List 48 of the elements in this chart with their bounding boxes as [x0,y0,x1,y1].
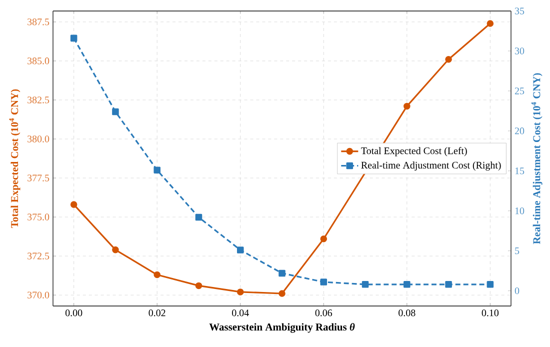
point [70,201,78,208]
x-tick-label: 0.02 [148,310,166,316]
y-tick-label: 385.0 [28,58,50,64]
x-tick-label: 0.08 [398,310,416,316]
y2-axis-title: Real-time Adjustment Cost (10$^{4}$ CNY) [531,73,542,244]
point [112,246,119,254]
y2-tick-label: 20 [514,128,524,134]
y2-tick-label: 30 [515,48,524,54]
point [154,166,160,174]
point [278,270,286,277]
point [236,246,244,254]
point [112,108,119,116]
point [486,281,494,288]
legend-label: Total Expected Cost (Left) [361,147,467,156]
x-tick-label: 0.10 [482,310,499,316]
point [445,281,452,288]
y-tick-label: 370.0 [28,292,50,298]
y2-tick-label: 10 [515,208,524,214]
point [70,34,78,42]
y2-tick-label: 35 [515,8,524,14]
point [278,290,286,297]
y-tick-label: 380.0 [28,136,50,142]
y2-tick-label: 15 [515,168,524,174]
y-axis-title: Total Expected Cost (10$^{4}$ CNY) [9,89,20,228]
point [362,281,369,288]
point [486,20,494,27]
point [236,288,244,296]
y2-tick-label: 0 [514,287,520,294]
y2-tick-label: 25 [514,88,524,94]
y-tick-label: 382.5 [28,96,50,104]
point [404,281,410,288]
point [320,235,328,242]
y-tick-label: 387.5 [28,18,50,26]
legend-label: Real-time Adjustment Cost (Right) [361,162,501,171]
x-tick-label: 0.06 [315,310,332,316]
y-tick-label: 375.0 [28,214,50,220]
point [195,282,202,290]
x-axis-title: Wasserstein Ambiguity Radius θ [209,323,355,333]
y2-tick-label: 5 [515,248,520,254]
point [320,278,328,286]
y-tick-label: 377.5 [28,174,50,182]
x-tick-label: 0.00 [65,310,82,316]
point [195,214,202,221]
point [154,271,160,278]
y-tick-label: 372.5 [28,252,50,260]
x-tick-label: 0.04 [232,310,249,316]
point [445,56,452,63]
point [404,102,410,110]
